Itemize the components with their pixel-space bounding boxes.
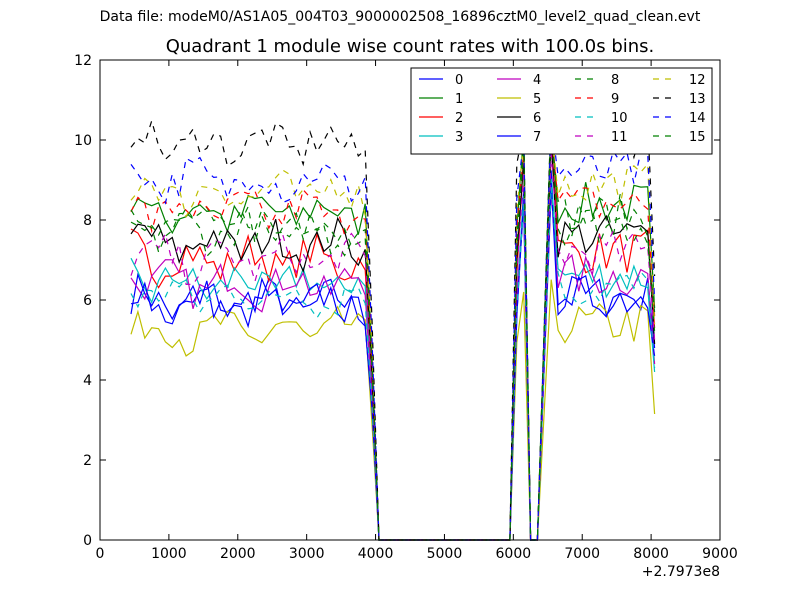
legend-label-13: 13: [689, 92, 706, 107]
legend-label-7: 7: [533, 130, 541, 145]
x-offset-label: +2.7973e8: [642, 564, 720, 580]
x-tick-label: 7000: [564, 546, 600, 562]
x-tick-label: 2000: [220, 546, 256, 562]
x-tick-label: 8000: [633, 546, 669, 562]
series-6-line: [130, 140, 656, 541]
legend-label-6: 6: [533, 111, 541, 126]
y-tick-label: 10: [74, 133, 92, 149]
legend-label-10: 10: [611, 111, 628, 126]
series-10-line: [130, 187, 656, 541]
legend-label-5: 5: [533, 92, 541, 107]
y-tick-label: 0: [83, 533, 92, 549]
series-1-line: [130, 111, 656, 541]
legend-label-15: 15: [689, 130, 706, 145]
legend-label-4: 4: [533, 73, 541, 88]
x-tick-label: 1000: [151, 546, 187, 562]
series-15-line: [130, 124, 656, 541]
x-tick-label: 4000: [358, 546, 394, 562]
series-9-line: [130, 132, 656, 541]
series-7-line: [130, 182, 656, 541]
legend-label-1: 1: [455, 92, 463, 107]
series-14-line: [130, 119, 656, 541]
y-tick-label: 6: [83, 293, 92, 309]
figure-suptitle: Data file: modeM0/AS1A05_004T03_90000025…: [99, 9, 701, 25]
legend-label-9: 9: [611, 92, 619, 107]
legend-label-14: 14: [689, 111, 706, 126]
series-8-line: [130, 128, 656, 541]
series-4-line: [130, 191, 656, 541]
chart-title: Quadrant 1 module wise count rates with …: [165, 36, 655, 57]
series-3-line: [130, 178, 656, 541]
x-tick-label: 5000: [427, 546, 463, 562]
x-tick-label: 6000: [496, 546, 532, 562]
legend-label-12: 12: [689, 73, 706, 88]
legend-label-2: 2: [455, 111, 463, 126]
y-tick-label: 12: [74, 53, 92, 69]
series-layer: [130, 107, 656, 541]
y-tick-label: 2: [83, 453, 92, 469]
legend-label-11: 11: [611, 130, 628, 145]
series-2-line: [130, 136, 656, 541]
legend-label-8: 8: [611, 73, 619, 88]
y-tick-label: 4: [83, 373, 92, 389]
x-tick-label: 9000: [702, 546, 738, 562]
y-tick-label: 8: [83, 213, 92, 229]
legend-label-0: 0: [455, 73, 463, 88]
series-12-line: [130, 124, 656, 541]
series-5-line: [130, 279, 656, 541]
legend-label-3: 3: [455, 130, 463, 145]
x-tick-label: 3000: [289, 546, 325, 562]
axes-layer: 0 1000 2000 3000 4000 5000 6000 7000 8000 9000 0 2 4…: [74, 53, 738, 580]
legend-box: [410, 67, 713, 155]
series-0-line: [130, 170, 656, 541]
x-tick-label: 0: [96, 546, 105, 562]
